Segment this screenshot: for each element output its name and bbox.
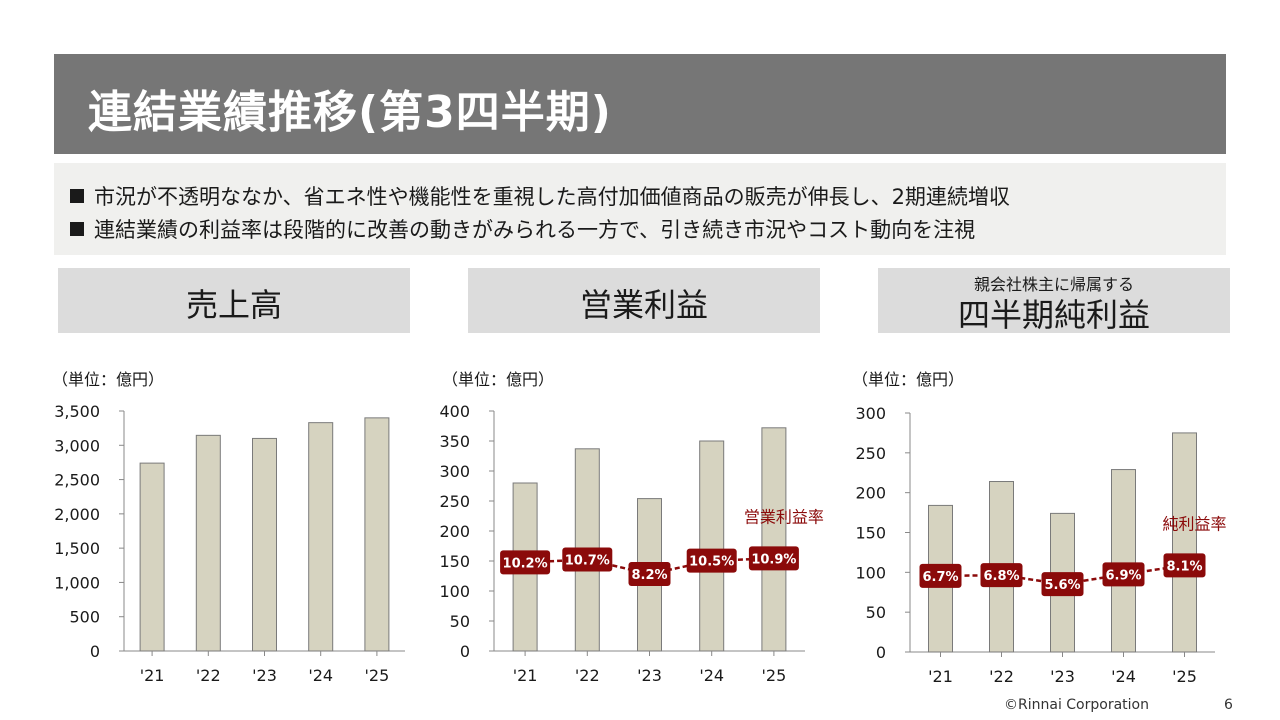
y-tick-label: 400 bbox=[439, 402, 470, 421]
x-tick-label: '22 bbox=[196, 666, 221, 685]
panel-title: 四半期純利益 bbox=[957, 296, 1150, 334]
rate-label-box bbox=[562, 547, 613, 572]
y-tick-label: 150 bbox=[439, 552, 470, 571]
y-tick-label: 100 bbox=[439, 582, 470, 601]
rate-label: 8.1% bbox=[1166, 559, 1202, 574]
y-tick-label: 3,500 bbox=[54, 402, 100, 421]
y-tick-label: 250 bbox=[439, 492, 470, 511]
y-tick-label: 200 bbox=[439, 522, 470, 541]
rate-label-box bbox=[980, 563, 1023, 588]
bar bbox=[364, 417, 390, 652]
y-tick-label: 300 bbox=[439, 462, 470, 481]
bullet-text: 市況が不透明ななか、省エネ性や機能性を重視した高付加価値商品の販売が伸長し、2期… bbox=[94, 185, 1010, 209]
square-bullet-icon bbox=[70, 189, 84, 203]
rate-label: 8.2% bbox=[631, 568, 667, 583]
x-tick-label: '25 bbox=[365, 666, 390, 685]
panel-header-sales: 売上高 bbox=[58, 268, 410, 333]
rate-series-name: 営業利益率 bbox=[744, 507, 824, 526]
y-tick-label: 100 bbox=[855, 563, 886, 582]
panel-title: 売上高 bbox=[185, 286, 282, 324]
x-tick-label: '23 bbox=[252, 666, 277, 685]
x-tick-label: '22 bbox=[989, 667, 1014, 686]
x-tick-label: '24 bbox=[699, 666, 724, 685]
x-tick-label: '24 bbox=[1111, 667, 1136, 686]
chart-net-profit: 0 50 100 150 200 250 300 '21 '22 '23 '24 '25 6.7% 6.8… bbox=[850, 395, 1230, 699]
panel-title: 営業利益 bbox=[579, 286, 708, 324]
y-tick-label: 50 bbox=[866, 603, 886, 622]
rate-label-box bbox=[686, 548, 737, 573]
copyright: ©Rinnai Corporation bbox=[1004, 697, 1149, 713]
rate-label-box bbox=[1163, 553, 1206, 578]
y-tick-label: 1,000 bbox=[54, 573, 100, 592]
unit-label: （単位：億円） bbox=[52, 370, 165, 389]
bullet-2: 連結業績の利益率は段階的に改善の動きがみられる一方で、引き続き市況やコスト動向を… bbox=[70, 214, 975, 244]
y-tick-label: 3,000 bbox=[54, 436, 100, 455]
x-tick-label: '21 bbox=[513, 666, 538, 685]
x-tick-label: '22 bbox=[575, 666, 600, 685]
unit-label: （単位：億円） bbox=[442, 370, 555, 389]
bullet-1: 市況が不透明ななか、省エネ性や機能性を重視した高付加価値商品の販売が伸長し、2期… bbox=[70, 181, 1010, 211]
summary-box: 市況が不透明ななか、省エネ性や機能性を重視した高付加価値商品の販売が伸長し、2期… bbox=[54, 163, 1226, 255]
bar bbox=[1111, 469, 1136, 653]
title-bar: 連結業績推移(第3四半期) bbox=[54, 54, 1226, 154]
bar bbox=[308, 422, 334, 652]
rate-label-box bbox=[919, 563, 962, 588]
operating-profit-bar-chart: 0 50 100 150 200 250 300 350 400 '21 '22 '23 '24 '25 1… bbox=[439, 402, 823, 685]
y-tick-label: 1,500 bbox=[54, 539, 100, 558]
y-tick-label: 150 bbox=[855, 524, 886, 543]
rate-label-box bbox=[500, 550, 551, 575]
x-tick-label: '25 bbox=[762, 666, 787, 685]
y-tick-label: 200 bbox=[855, 484, 886, 503]
x-tick-label: '25 bbox=[1172, 667, 1197, 686]
rate-label: 10.2% bbox=[503, 556, 548, 571]
bar bbox=[195, 434, 221, 652]
x-tick-label: '21 bbox=[928, 667, 953, 686]
y-tick-label: 300 bbox=[855, 404, 886, 423]
rate-label-box bbox=[1041, 572, 1084, 597]
rate-label-box bbox=[628, 562, 671, 587]
rate-label-box bbox=[748, 546, 799, 571]
rate-label: 10.9% bbox=[751, 552, 796, 567]
y-tick-label: 0 bbox=[460, 642, 470, 661]
y-tick-label: 2,500 bbox=[54, 471, 100, 490]
page-title: 連結業績推移(第3四半期) bbox=[88, 87, 612, 138]
square-bullet-icon bbox=[70, 222, 84, 236]
rate-label: 6.7% bbox=[922, 570, 958, 585]
bullet-text: 連結業績の利益率は段階的に改善の動きがみられる一方で、引き続き市況やコスト動向を… bbox=[94, 218, 976, 242]
chart-sales: 0 500 1,000 1,500 2,000 2,500 3,000 3,500 '21 '22… bbox=[40, 395, 410, 699]
rate-label: 5.6% bbox=[1044, 578, 1080, 593]
x-tick-label: '24 bbox=[308, 666, 333, 685]
x-tick-label: '21 bbox=[140, 666, 165, 685]
panel-header-operating-profit: 営業利益 bbox=[468, 268, 820, 333]
bar bbox=[252, 437, 277, 652]
page-number: 6 bbox=[1224, 697, 1233, 713]
y-tick-label: 500 bbox=[69, 608, 100, 627]
rate-label: 10.5% bbox=[689, 555, 734, 570]
x-tick-label: '23 bbox=[1050, 667, 1075, 686]
bar bbox=[1172, 432, 1197, 653]
rate-label: 6.9% bbox=[1105, 568, 1141, 583]
chart-operating-profit: 0 50 100 150 200 250 300 350 400 '21 '22 '23 '24 '25 1… bbox=[439, 395, 823, 699]
panel-header-net-profit: 親会社株主に帰属する 四半期純利益 bbox=[878, 268, 1230, 334]
net-profit-bar-chart: 0 50 100 150 200 250 300 '21 '22 '23 '24 '25 6.7% 6.8… bbox=[855, 404, 1226, 686]
sales-bar-chart: 0 500 1,000 1,500 2,000 2,500 3,000 3,500 '21 '22… bbox=[54, 402, 405, 685]
unit-label: （単位：億円） bbox=[852, 370, 965, 389]
bar bbox=[139, 462, 165, 652]
bar bbox=[761, 427, 787, 652]
rate-label: 10.7% bbox=[565, 554, 610, 569]
y-tick-label: 250 bbox=[855, 444, 886, 463]
rate-label: 6.8% bbox=[983, 569, 1019, 584]
rate-label-box bbox=[1102, 562, 1145, 587]
x-tick-label: '23 bbox=[637, 666, 662, 685]
y-tick-label: 0 bbox=[90, 642, 100, 661]
y-tick-label: 350 bbox=[439, 432, 470, 451]
bar bbox=[699, 440, 725, 652]
y-tick-label: 50 bbox=[450, 612, 470, 631]
rate-series-name: 純利益率 bbox=[1162, 514, 1226, 533]
panel-subtitle: 親会社株主に帰属する bbox=[973, 275, 1134, 294]
y-tick-label: 0 bbox=[876, 643, 886, 662]
y-tick-label: 2,000 bbox=[54, 505, 100, 524]
